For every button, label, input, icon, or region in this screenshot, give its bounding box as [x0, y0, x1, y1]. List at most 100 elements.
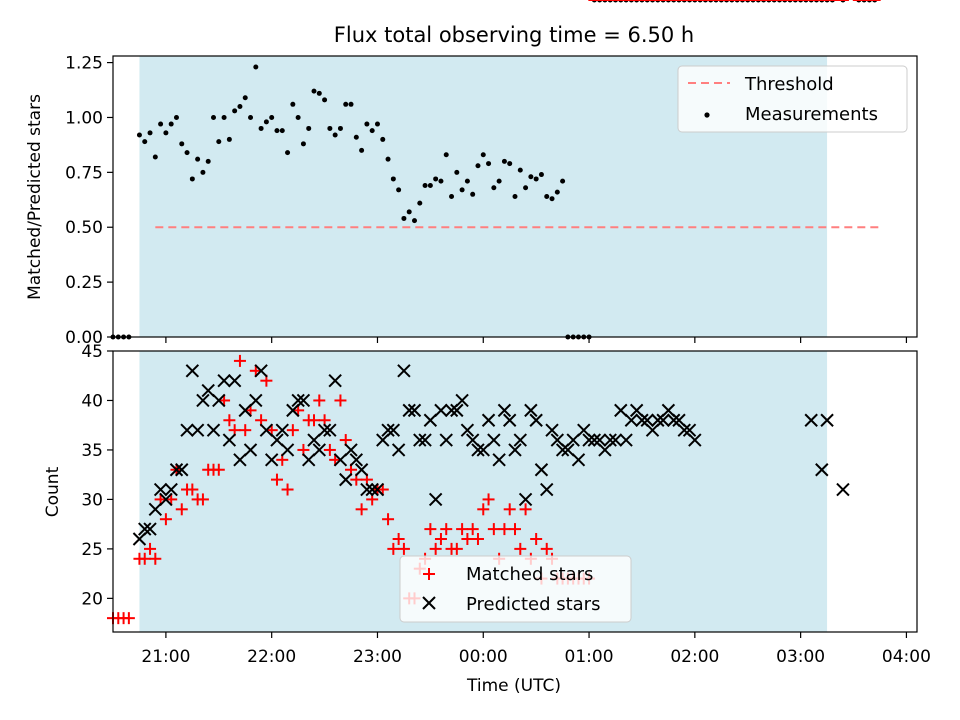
- measurement-point: [385, 156, 391, 162]
- matched-star-point: [138, 552, 151, 565]
- top-y-ticks: 0.00 0.25 0.50 0.75 1.00 1.25: [65, 54, 113, 348]
- measurement-point: [486, 161, 492, 167]
- measurement-point: [412, 218, 417, 224]
- y-tick-label: 30: [81, 490, 103, 510]
- predicted-star-point: [196, 393, 210, 408]
- predicted-star-point: [614, 403, 628, 418]
- predicted-star-point: [270, 433, 284, 447]
- predicted-star-point: [206, 423, 221, 437]
- predicted-star-point: [529, 413, 543, 427]
- matched-star-point: [382, 513, 395, 526]
- threshold-legend-label: Threshold: [744, 74, 834, 95]
- predicted-star-point: [169, 463, 184, 477]
- predicted-star-point: [238, 403, 252, 418]
- predicted-star-point: [434, 403, 448, 418]
- measurement-point: [433, 176, 439, 182]
- measurement-point: [258, 125, 264, 131]
- x-tick-label: 01:00: [565, 647, 614, 667]
- predicted-legend-swatch: [422, 596, 436, 610]
- predicted-star-point: [407, 403, 422, 418]
- measurements-legend-label: Measurements: [745, 104, 878, 125]
- predicted-star-point: [503, 413, 517, 427]
- matched-star-point: [308, 414, 320, 427]
- predicted-star-point: [820, 413, 834, 427]
- x-tick-label: 23:00: [353, 647, 402, 667]
- predicted-star-point: [487, 433, 501, 447]
- predicted-star-point: [518, 492, 533, 507]
- matched-star-point: [355, 503, 368, 516]
- measurement-point: [427, 183, 433, 189]
- predicted-star-point: [666, 413, 681, 427]
- measurement-point: [480, 152, 486, 158]
- predicted-star-point: [323, 423, 337, 437]
- predicted-star-point: [333, 453, 348, 467]
- predicted-star-point: [360, 482, 374, 497]
- predicted-star-point: [428, 492, 443, 507]
- measurement-point: [216, 139, 222, 145]
- predicted-star-point: [455, 393, 469, 408]
- bottom-legend-box: [399, 555, 632, 623]
- measurement-point: [380, 136, 386, 142]
- predicted-star-point: [481, 413, 496, 427]
- measurement-point: [205, 158, 211, 164]
- predicted-star-point: [460, 423, 475, 437]
- measurement-point: [337, 125, 343, 131]
- measurement-point: [449, 194, 455, 199]
- measurement-point: [242, 95, 248, 101]
- predicted-star-point: [138, 522, 152, 536]
- top-axes-frame: [112, 55, 918, 338]
- predicted-star-point: [291, 393, 305, 408]
- measurements-legend-swatch: [704, 112, 710, 118]
- top-panel: 0.00 0.25 0.50 0.75 1.00 1.25 Matched/Predict…: [25, 0, 918, 348]
- predicted-star-point: [688, 433, 702, 447]
- matched-star-point: [487, 523, 500, 536]
- predicted-star-point: [344, 443, 358, 457]
- predicted-star-point: [587, 433, 602, 447]
- matched-star-point: [434, 532, 447, 545]
- predicted-star-point: [286, 403, 300, 418]
- matched-star-point: [323, 443, 336, 456]
- bottom-axes-frame: [112, 350, 918, 633]
- bottom-legend: Matched stars Predicted stars: [399, 555, 632, 623]
- matched-star-point: [239, 424, 252, 437]
- matched-star-point: [196, 493, 209, 506]
- measurement-point: [353, 134, 359, 140]
- matched-star-point: [334, 394, 347, 407]
- measurement-point: [507, 161, 513, 167]
- matched-star-point: [514, 542, 527, 555]
- matched-star-point: [440, 523, 453, 536]
- predicted-star-point: [164, 482, 178, 497]
- y-tick-label: 40: [81, 391, 103, 411]
- predicted-star-point: [577, 423, 591, 437]
- top-y-axis-label: Matched/Predicted stars: [25, 94, 45, 300]
- predicted-star-point: [397, 364, 411, 378]
- predicted-star-point: [439, 433, 453, 447]
- predicted-star-point: [677, 423, 691, 437]
- measurement-point: [470, 191, 476, 197]
- predicted-star-point: [450, 403, 464, 418]
- predicted-star-point: [672, 413, 686, 427]
- measurement-point: [306, 125, 312, 131]
- predicted-star-point: [317, 423, 332, 437]
- measurement-point: [438, 178, 444, 184]
- predicted-star-point: [354, 463, 369, 477]
- x-axis-label: Time (UTC): [466, 676, 561, 696]
- predicted-star-point: [566, 433, 580, 447]
- predicted-star-point: [471, 443, 485, 457]
- predicted-star-point: [280, 443, 295, 457]
- matched-star-point: [424, 523, 437, 536]
- predicted-star-point: [349, 453, 364, 467]
- matched-legend-swatch: [423, 568, 435, 580]
- y-tick-label: 1.00: [65, 108, 103, 128]
- x-tick-label: 21:00: [141, 647, 190, 667]
- predicted-star-point: [307, 433, 321, 447]
- measurement-point: [152, 154, 158, 160]
- measurement-point: [327, 125, 333, 131]
- predicted-star-point: [524, 403, 538, 418]
- matched-legend-label: Matched stars: [466, 564, 593, 585]
- predicted-star-point: [804, 413, 818, 427]
- measurement-point: [274, 128, 280, 134]
- predicted-star-point: [212, 393, 226, 408]
- predicted-star-point: [296, 393, 311, 408]
